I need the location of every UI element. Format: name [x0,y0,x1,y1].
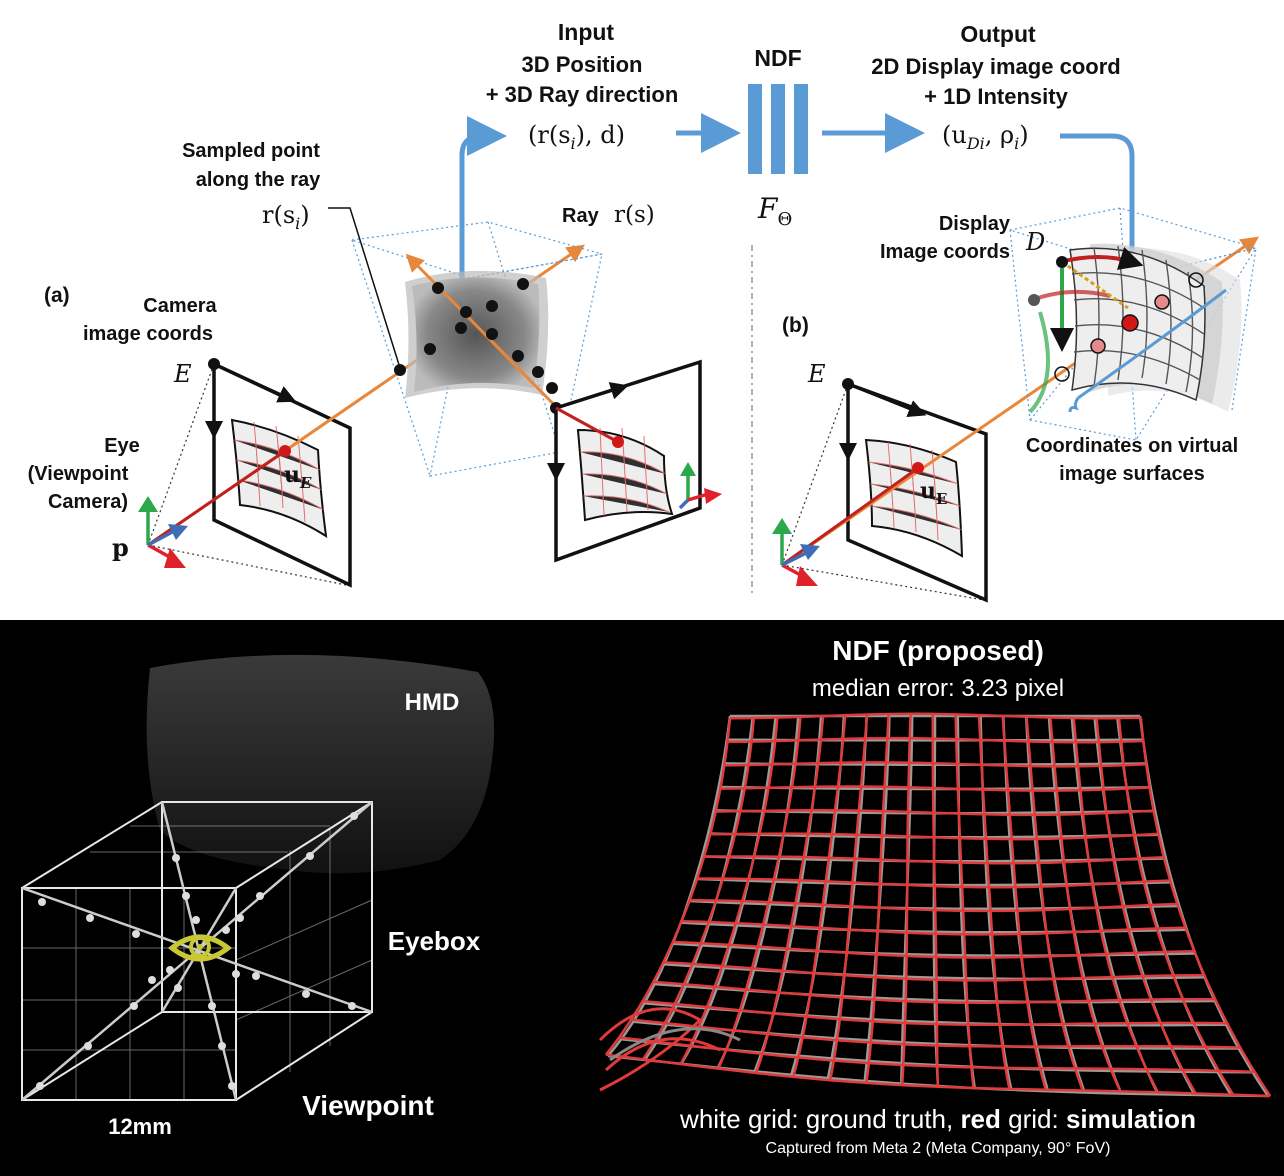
coords-line2: image surfaces [1059,463,1205,485]
simulation-grid-line [681,919,1186,936]
sampled-leader-line [328,207,401,369]
input-math: (r(si), d) [528,121,625,153]
simulation-grid-line [729,712,1141,720]
flow-arrow-sample-to-input [459,116,507,325]
simulation-grid-line [642,999,1228,1027]
eyebox-rays [21,801,373,1101]
output-title: Output [960,21,1036,47]
sampled-line1: Sampled point [182,140,320,162]
ndf-math: FΘ [757,192,792,230]
simulation-grid-line [727,736,1144,744]
distortion-grid [598,712,1272,1098]
simulation-grid-line [724,761,1147,768]
coords-line1: Coordinates on virtual [1026,435,1238,457]
display-line1: Display [939,213,1011,235]
camera-b: uE [781,378,988,603]
axes-b [772,518,820,586]
panel-b-label: (b) [782,314,809,337]
ray-b-image-point [912,462,924,474]
size-label: 12mm [108,1114,172,1139]
E-label-b: E [807,360,826,388]
uE-label-b: uE [920,478,947,508]
captured-note: Captured from Meta 2 (Meta Company, 90° … [766,1140,1111,1157]
grid-curl-stroke [598,1007,703,1092]
output-math: (uDi, ρi) [942,121,1029,153]
hmd-shape [146,654,495,874]
simulation-grid-line [715,809,1154,817]
output-line1: 2D Display image coord [871,54,1120,79]
display-line2: Image coords [880,241,1010,263]
camera-line1: Camera [143,295,217,317]
eyebox-grid [22,825,373,1100]
ndf-layer-2 [771,84,785,174]
eye-icon [167,934,233,962]
surface-intersections [1054,272,1204,382]
simulation-grid-line [672,940,1195,959]
ndf-result-title: NDF (proposed) [832,635,1044,666]
simulation-grid-line [710,832,1159,841]
legend-text: white grid: ground truth, red grid: simu… [679,1104,1196,1134]
output-line2: + 1D Intensity [924,84,1068,109]
E-label-a: E [173,360,192,388]
display-camera-a [547,359,722,563]
input-line1: 3D Position [521,52,642,77]
eyebox-figure: HMD [21,654,495,1139]
D-label: D [1025,228,1045,256]
input-line2: + 3D Ray direction [486,82,679,107]
sample-points-a [394,278,562,414]
virtual-volume-a [351,221,603,477]
coords-pointer [1077,288,1227,400]
ndf-layer-1 [748,84,762,174]
p-label: p [112,533,129,562]
simulation-grid-line [697,877,1171,889]
simulation-grid-line [720,785,1150,792]
ndf-result-figure: NDF (proposed) median error: 3.23 pixel … [598,635,1272,1157]
simulation-grid-line [618,1036,1255,1073]
ndf-title: NDF [754,45,801,71]
simulation-grid-line [631,1018,1241,1049]
flow-arrow-output-to-display [1060,133,1152,307]
eye-line3: Camera) [48,491,128,513]
uE-label-a: uE [284,462,312,492]
hmd-label: HMD [405,689,460,716]
eyebox-label: Eyebox [388,926,481,956]
ray-a-image-point [279,445,291,457]
input-title: Input [558,19,615,45]
camera-a: uE [147,358,352,588]
camera-line2: image coords [83,323,213,345]
ray-math: r(s) [614,202,655,228]
eye-line1: Eye [104,435,140,457]
ndf-layer-3 [794,84,808,174]
ray-label: Ray [562,205,600,227]
grid-curl-stroke [609,1027,741,1062]
sampled-math: r(si) [262,201,310,233]
sampled-line2: along the ray [196,169,321,191]
viewpoint-label: Viewpoint [302,1090,434,1121]
simulation-grid-line [663,960,1205,982]
simulation-grid-line [653,980,1216,1004]
axes-a [138,496,188,568]
display-surfaces-b [1009,207,1259,441]
panel-a-label: (a) [44,284,70,307]
simulation-grid-line [689,898,1178,913]
camera-grid-a [233,421,325,523]
median-error: median error: 3.23 pixel [812,675,1064,702]
simulation-grid-line [704,855,1164,865]
top-diagram: Input 3D Position + 3D Ray direction (r(… [28,19,1259,603]
eyebox-sample-points [36,812,358,1090]
simulation-grid-line [605,1053,1271,1098]
grid-curl-stroke [604,1037,721,1072]
ground-truth-grid-line [663,963,1205,981]
eye-line2: (Viewpoint [28,463,129,485]
